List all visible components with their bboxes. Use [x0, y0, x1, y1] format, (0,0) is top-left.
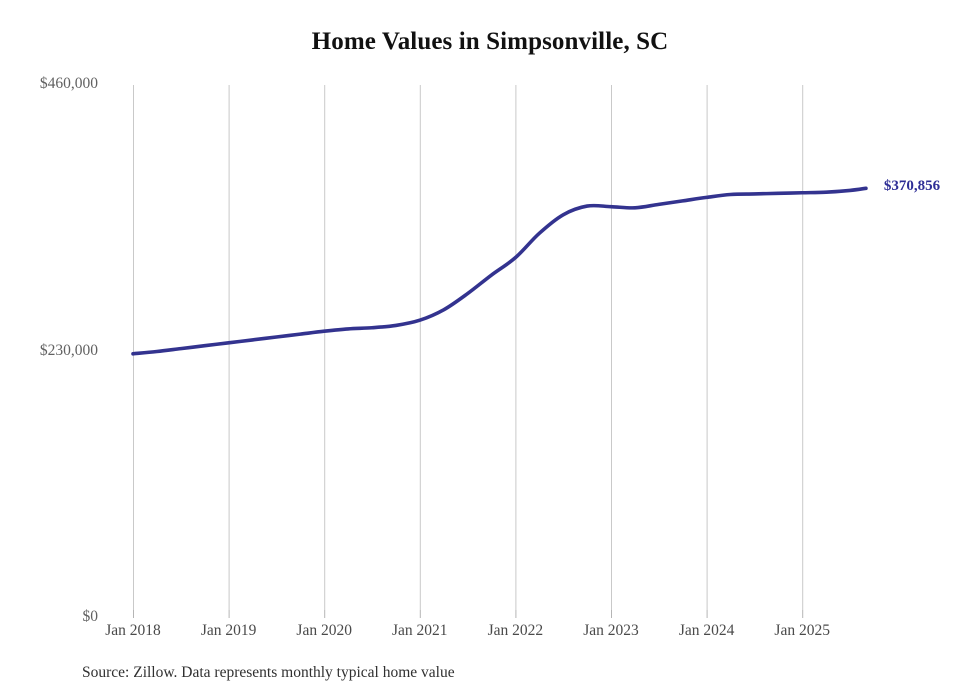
x-tick-label-2023-01: Jan 2023	[583, 622, 639, 639]
chart-title: Home Values in Simpsonville, SC	[311, 28, 669, 55]
end-value-label: $370,856	[883, 178, 941, 195]
x-tick-label-2020-01: Jan 2020	[296, 622, 352, 639]
x-tick-label-2019-01: Jan 2019	[200, 622, 257, 639]
x-tick-label-2021-01: Jan 2021	[392, 622, 448, 639]
x-tick-label-2018-01: Jan 2018	[105, 622, 161, 639]
x-tick-label-2025-01: Jan 2025	[774, 622, 830, 639]
x-tick-label-2022-01: Jan 2022	[487, 622, 544, 639]
series-line-typical-home-value	[131, 186, 868, 356]
gridlines	[133, 85, 804, 610]
y-tick-label-230000: $230,000	[39, 341, 98, 359]
y-tick-label-460000: $460,000	[39, 75, 98, 92]
y-tick-label-0: $0	[82, 608, 99, 625]
source-note: Source: Zillow. Data represents monthly …	[82, 664, 455, 681]
x-tick-label-2024-01: Jan 2024	[678, 622, 735, 639]
x-tickmarks	[133, 610, 804, 618]
